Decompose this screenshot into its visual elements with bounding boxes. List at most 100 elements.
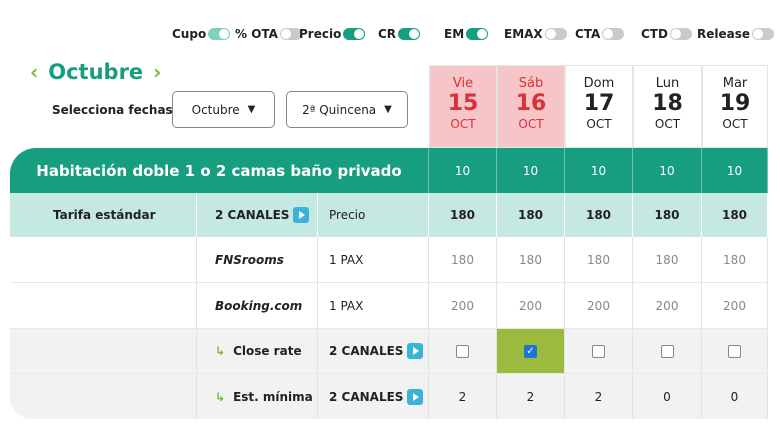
close-rate-row: ↳ Close rate 2 CANALES ✓ [10,329,768,374]
value-cell[interactable]: 10 [565,148,633,193]
value-cell[interactable]: 10 [497,148,565,193]
min-stay-label: Est. mínima [233,389,313,404]
close-rate-cell [565,329,633,373]
value-cell[interactable]: 2 [565,374,633,419]
rate-channels[interactable]: 2 CANALES [197,193,318,237]
toggle-4[interactable]: EM [444,27,489,41]
toggle-7[interactable]: CTD [641,27,692,41]
period-dropdown-value: 2ª Quincena [302,102,377,117]
close-rate-label: Close rate [233,344,302,358]
value-cell[interactable]: 10 [702,148,768,193]
toggle-label: CR [378,27,397,41]
value-cell[interactable]: 200 [702,283,768,328]
month-dropdown[interactable]: Octubre ▼ [172,91,275,128]
value-cell[interactable]: 180 [497,237,565,282]
value-cell[interactable]: 0 [633,374,702,419]
value-cell[interactable]: 180 [429,193,497,237]
toggle-2[interactable]: Precio [299,27,366,41]
day-header: Dom 17 OCT [565,65,633,148]
channel-row: FNSrooms 1 PAX 180 180 180 180 180 [10,237,768,283]
value-cell[interactable]: 180 [633,193,702,237]
checkbox[interactable] [592,344,605,358]
value-cell[interactable]: 180 [497,193,565,237]
day-header: Vie 15 OCT [429,65,497,148]
day-number: 15 [447,91,479,116]
day-of-week: Vie [452,76,474,91]
value-cell[interactable]: 200 [633,283,702,328]
value-cell[interactable]: 200 [429,283,497,328]
toggle-8[interactable]: Release [697,27,775,41]
toggle-switch[interactable] [602,28,625,40]
min-stay-channels[interactable]: 2 CANALES [318,374,429,419]
day-header: Sáb 16 OCT [497,65,565,148]
value-cell[interactable]: 200 [565,283,633,328]
close-rate-channels[interactable]: 2 CANALES [318,329,429,373]
play-icon[interactable] [293,207,310,223]
toggle-switch[interactable] [208,28,231,40]
room-row: Habitación doble 1 o 2 camas baño privad… [10,148,768,193]
value-cell[interactable]: 180 [565,237,633,282]
checkbox[interactable]: ✓ [524,344,537,358]
value-cell[interactable]: 2 [497,374,565,419]
toggle-switch[interactable] [279,28,302,40]
checkbox[interactable] [456,344,469,358]
toggle-switch[interactable] [343,28,366,40]
rate-name: Tarifa estándar [10,193,197,237]
channels-label: 2 CANALES [329,344,404,358]
close-rate-cell: ✓ [497,329,565,373]
value-cell[interactable]: 2 [429,374,497,419]
chevron-left-icon[interactable]: ‹ [30,60,39,84]
day-of-week: Mar [722,76,748,91]
rate-field: Precio [318,193,429,237]
value-cell[interactable]: 180 [429,237,497,282]
month-title: Octubre [48,60,144,84]
value-cell[interactable]: 180 [565,193,633,237]
play-icon[interactable] [407,388,424,405]
value-cell[interactable]: 180 [702,237,768,282]
day-of-week: Lun [655,76,680,91]
day-header: Mar 19 OCT [702,65,768,148]
month-dropdown-value: Octubre [191,102,240,117]
toggle-6[interactable]: CTA [575,27,625,41]
toggle-5[interactable]: EMAX [504,27,567,41]
value-cell[interactable]: 10 [633,148,702,193]
day-of-week: Dom [583,76,615,91]
toggle-label: CTA [575,27,601,41]
play-icon[interactable] [407,343,424,359]
value-cell[interactable]: 200 [497,283,565,328]
empty-cell [10,283,197,328]
room-name: Habitación doble 1 o 2 camas baño privad… [10,148,429,193]
value-cell[interactable]: 180 [633,237,702,282]
toggle-switch[interactable] [669,28,692,40]
subitem-arrow-icon: ↳ [215,344,226,358]
value-cell[interactable]: 0 [702,374,768,419]
toggle-switch[interactable] [466,28,489,40]
empty-cell [10,374,197,419]
toggle-0[interactable]: Cupo [172,27,231,41]
caret-down-icon: ▼ [247,104,256,115]
toggle-label: EMAX [504,27,543,41]
month-abbr: OCT [518,117,544,131]
toggle-switch[interactable] [398,28,421,40]
month-abbr: OCT [654,117,681,131]
subitem-arrow-icon: ↳ [215,389,226,404]
value-cell[interactable]: 180 [702,193,768,237]
toggle-label: CTD [641,27,668,41]
toggle-1[interactable]: % OTA [235,27,302,41]
checkbox[interactable] [660,344,674,358]
toggle-label: % OTA [235,27,278,41]
value-cell[interactable]: 10 [429,148,497,193]
channel-pax: 1 PAX [318,283,429,328]
toggle-switch[interactable] [544,28,567,40]
channels-label: 2 CANALES [329,389,404,404]
channel-name: Booking.com [197,283,318,328]
month-abbr: OCT [586,117,612,131]
toggle-3[interactable]: CR [378,27,421,41]
period-dropdown[interactable]: 2ª Quincena ▼ [286,91,408,128]
channel-pax: 1 PAX [318,237,429,282]
chevron-right-icon[interactable]: › [153,60,162,84]
toggle-switch[interactable] [752,28,775,40]
select-dates-label: Selecciona fechas [52,103,173,117]
checkbox[interactable] [728,344,741,358]
